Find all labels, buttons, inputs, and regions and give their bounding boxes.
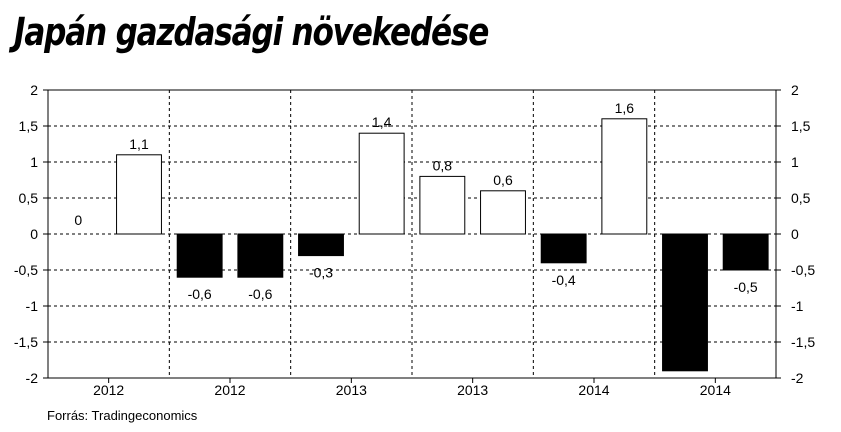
x-tick-label: 2012 — [214, 382, 245, 398]
y-tick-label-left: 0,5 — [19, 190, 39, 206]
data-label: 1,4 — [372, 114, 392, 130]
data-label: -0,5 — [734, 279, 758, 295]
data-label: -0,6 — [248, 286, 272, 302]
x-tick-label: 2014 — [578, 382, 609, 398]
y-tick-label-left: -1,5 — [14, 334, 38, 350]
bar — [237, 233, 284, 278]
y-tick-label-left: -0,5 — [14, 262, 38, 278]
data-label: 1,1 — [129, 136, 149, 152]
data-label: 1,6 — [615, 100, 635, 116]
y-tick-label-left: 1 — [30, 154, 38, 170]
y-tick-label-right: -0,5 — [791, 262, 815, 278]
bar — [176, 233, 223, 278]
x-tick-label: 2014 — [700, 382, 731, 398]
data-label: -0,3 — [309, 265, 333, 281]
plot-frame — [47, 89, 777, 379]
bar — [116, 154, 162, 235]
source-note: Forrás: Tradingeconomics — [47, 408, 198, 423]
y-tick-label-right: 1 — [791, 154, 799, 170]
x-tick-label: 2013 — [336, 382, 367, 398]
bar — [601, 118, 648, 235]
y-tick-label-right: -2 — [791, 370, 804, 386]
y-tick-label-right: -1,5 — [791, 334, 815, 350]
data-label: -0,6 — [188, 286, 212, 302]
y-tick-label-right: -1 — [791, 298, 804, 314]
x-tick-label: 2013 — [457, 382, 488, 398]
bar — [419, 175, 466, 235]
data-label: 0 — [74, 212, 82, 228]
y-tick-label-left: -2 — [26, 370, 39, 386]
bar — [358, 132, 405, 235]
bar — [722, 233, 769, 271]
data-label: -1,9 — [673, 348, 697, 364]
x-tick-label: 2012 — [93, 382, 124, 398]
bar — [480, 190, 526, 235]
data-label: -0,4 — [552, 272, 576, 288]
data-label: 0,6 — [493, 172, 513, 188]
y-tick-label-right: 2 — [791, 82, 799, 98]
y-tick-label-left: -1 — [26, 298, 39, 314]
y-tick-label-left: 1,5 — [19, 118, 39, 134]
bar — [298, 233, 344, 257]
page-title: Japán gazdasági növekedése — [14, 10, 489, 54]
data-label: 0,8 — [433, 157, 453, 173]
y-tick-label-left: 0 — [30, 226, 38, 242]
y-tick-label-left: 2 — [30, 82, 38, 98]
y-tick-label-right: 1,5 — [791, 118, 811, 134]
bar — [540, 233, 587, 264]
y-tick-label-right: 0,5 — [791, 190, 811, 206]
y-tick-label-right: 0 — [791, 226, 799, 242]
bar — [662, 233, 708, 372]
